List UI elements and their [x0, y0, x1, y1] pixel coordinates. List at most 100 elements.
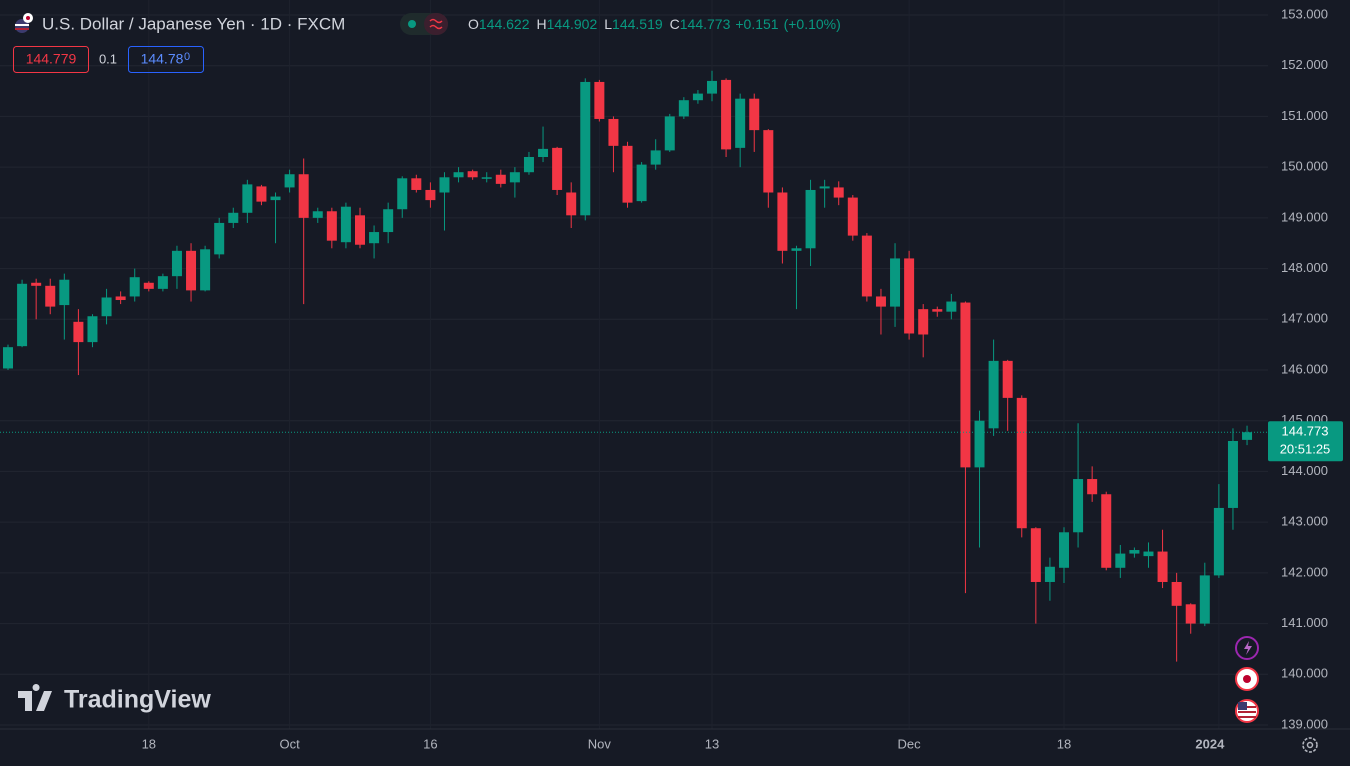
candle-body — [974, 420, 985, 468]
price-label: 144.773 — [1282, 424, 1329, 439]
symbol-title: U.S. Dollar / Japanese Yen · 1D · FXCM — [42, 14, 345, 33]
candle-body — [355, 215, 365, 245]
price-label-box — [1268, 421, 1343, 462]
candle-body — [298, 174, 309, 218]
y-tick-label: 152.000 — [1281, 57, 1328, 72]
candle-body — [1016, 397, 1027, 529]
candle-body — [678, 100, 689, 117]
candle-body — [1044, 566, 1055, 582]
jpy-icon[interactable] — [1235, 667, 1259, 691]
candle-body — [664, 116, 675, 151]
candle-body — [1227, 441, 1238, 508]
candle-body — [340, 206, 351, 243]
candle-body — [875, 296, 886, 307]
candle-body — [397, 178, 408, 210]
change: +0.151 — [735, 16, 778, 32]
x-tick-label: 18 — [142, 736, 156, 751]
candle-body — [960, 302, 971, 468]
candle-body — [200, 249, 211, 291]
candle-body — [1030, 528, 1041, 582]
candle-body — [763, 130, 774, 193]
candle-body — [256, 186, 267, 202]
candle-body — [3, 347, 13, 369]
y-tick-label: 153.000 — [1281, 6, 1328, 21]
candle-body — [819, 186, 830, 189]
candle-body — [918, 309, 929, 335]
y-tick-label: 147.000 — [1281, 311, 1328, 326]
candle-body — [608, 118, 619, 146]
alert-icon[interactable] — [1235, 636, 1259, 660]
candle-body — [467, 171, 478, 178]
candle-body — [509, 172, 520, 183]
candle-body — [1059, 532, 1069, 568]
candle-body — [171, 250, 182, 277]
candle-body — [1242, 432, 1253, 440]
x-tick-label: 2024 — [1195, 736, 1225, 751]
ohlc-key: H — [537, 16, 547, 32]
change-pct: (+0.10%) — [784, 16, 841, 32]
candle-body — [45, 285, 56, 307]
candle-body — [439, 177, 450, 193]
x-tick-label: 13 — [705, 736, 719, 751]
x-tick-label: 16 — [423, 736, 437, 751]
candle-body — [988, 360, 999, 429]
x-tick-label: Oct — [279, 736, 300, 751]
candle-body — [523, 157, 534, 173]
candle-body — [566, 192, 577, 216]
y-tick-label: 140.000 — [1281, 666, 1328, 681]
x-tick-label: 18 — [1057, 736, 1071, 751]
logo-text: TradingView — [64, 686, 211, 714]
candle-body — [749, 98, 760, 131]
buy-button[interactable]: 144.78 0 — [128, 46, 204, 73]
candle-body — [791, 248, 802, 251]
y-tick-label: 142.000 — [1281, 564, 1328, 579]
candle-body — [87, 316, 98, 343]
candle-body — [650, 150, 661, 165]
symbol-icon — [15, 13, 33, 33]
candle-body — [1115, 553, 1126, 568]
sell-button[interactable]: 144.779 — [13, 46, 89, 73]
candle-body — [425, 189, 436, 201]
candle-body — [411, 178, 422, 190]
candle-body — [538, 148, 549, 157]
candle-body — [932, 309, 943, 312]
candle-body — [1073, 479, 1084, 533]
candle-body — [1129, 550, 1140, 554]
candle-body — [847, 197, 858, 236]
candle-body — [692, 93, 703, 101]
candle-body — [861, 235, 872, 297]
candle-body — [735, 98, 746, 148]
y-tick-label: 144.000 — [1281, 463, 1328, 478]
usd-icon[interactable] — [1235, 699, 1259, 723]
candle-body — [31, 282, 42, 286]
buy-price-small: 0 — [184, 51, 190, 63]
candle-body — [622, 145, 633, 203]
candles — [3, 70, 1253, 662]
ohlc-legend: O144.622 H144.902 L144.519 C144.773 +0.151 (+… — [468, 16, 841, 32]
candle-body — [833, 187, 844, 198]
candle-body — [115, 296, 126, 301]
spread: 0.1 — [99, 51, 117, 66]
candle-body — [1157, 551, 1168, 582]
candle-body — [383, 209, 394, 233]
candle-body — [312, 211, 323, 218]
candle-body — [326, 211, 337, 241]
candle-body — [186, 250, 197, 291]
candle-body — [101, 297, 112, 317]
candle-body — [157, 276, 168, 289]
candle-body — [284, 174, 295, 188]
candle-body — [1101, 494, 1112, 568]
ohlc-key: O — [468, 16, 479, 32]
candle-body — [242, 184, 253, 213]
x-tick-label: Nov — [588, 736, 612, 751]
candle-body — [1171, 581, 1182, 606]
candle-body — [1199, 575, 1210, 624]
candle-body — [1002, 360, 1013, 398]
ohlc-key: L — [604, 16, 612, 32]
settings-icon[interactable] — [1302, 737, 1318, 753]
indicator-toggle[interactable] — [400, 13, 448, 35]
candle-body — [481, 177, 492, 179]
